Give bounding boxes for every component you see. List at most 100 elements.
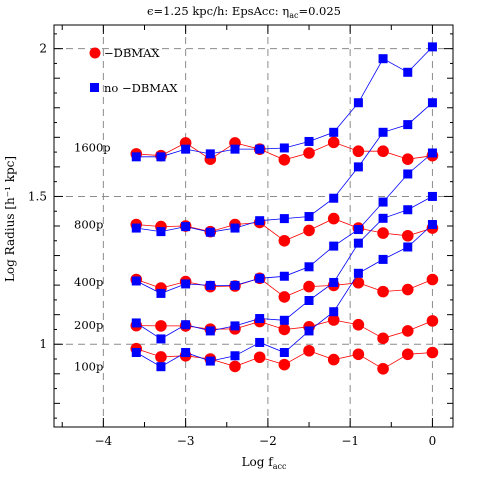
data-point [255, 144, 265, 154]
data-point [377, 145, 389, 158]
data-point [327, 136, 340, 149]
chart-title-tail: =0.025 [298, 4, 341, 18]
x-axis-title-subscript: acc [273, 462, 287, 471]
data-point [181, 144, 191, 154]
data-point [255, 337, 265, 347]
data-point [156, 288, 166, 298]
data-point [401, 283, 414, 296]
data-point [329, 193, 339, 203]
data-point [327, 212, 340, 225]
data-point [278, 291, 291, 303]
data-point [401, 229, 414, 242]
row-labels: 1600p 800p 400p 200p 100p [74, 141, 111, 374]
data-point [205, 280, 215, 290]
data-point [403, 120, 413, 130]
data-point [205, 227, 215, 237]
series-8 [130, 342, 439, 375]
data-point [378, 54, 388, 64]
data-point [255, 273, 265, 283]
row-label: 800p [74, 218, 103, 232]
data-point [427, 191, 437, 201]
series-line [136, 102, 433, 233]
data-point [378, 127, 388, 137]
data-point [304, 295, 314, 305]
data-point [401, 153, 414, 165]
y-axis-title: Log Radius [h⁻¹ kpc] [3, 156, 17, 282]
data-point [327, 353, 340, 366]
data-point [329, 241, 339, 251]
data-point [352, 145, 365, 158]
data-point [353, 268, 363, 278]
data-point [378, 213, 388, 223]
data-point [426, 346, 439, 359]
legend-label-no-dbmax: no −DBMAX [104, 81, 178, 95]
data-point [352, 276, 365, 289]
series-1 [131, 42, 437, 162]
x-tick-label: −2 [259, 434, 277, 448]
data-point [401, 325, 414, 337]
data-point [353, 162, 363, 172]
data-point [403, 242, 413, 252]
x-axis-title-main: Log f [242, 455, 275, 469]
data-point [377, 362, 389, 375]
data-point [278, 153, 291, 166]
data-point [279, 271, 289, 281]
chart-title-main: ϵ=1.25 kpc/h: EpsAcc: η [147, 4, 289, 18]
data-point [181, 348, 191, 358]
data-point [427, 98, 437, 108]
axis-ticks [54, 25, 453, 427]
data-point [304, 326, 314, 336]
tick-labels: −4 −3 −2 −1 0 1 1.5 2 [28, 42, 436, 448]
y-tick-label: 2 [39, 42, 47, 56]
series-3 [131, 98, 437, 237]
data-point [230, 144, 240, 154]
data-point [279, 143, 289, 153]
data-point [230, 351, 240, 361]
data-point [230, 321, 240, 331]
data-point [304, 136, 314, 146]
data-point [353, 238, 363, 248]
data-point [181, 279, 191, 289]
data-point [131, 152, 141, 162]
row-label: 1600p [74, 141, 111, 155]
data-point [131, 348, 141, 358]
data-point [131, 276, 141, 286]
data-point [427, 220, 437, 230]
chart-title-subscript: ac [289, 11, 299, 20]
data-point [329, 307, 339, 317]
data-point [329, 277, 339, 287]
data-point [230, 223, 240, 233]
data-point [205, 149, 215, 159]
data-point [205, 326, 215, 336]
data-point [377, 332, 389, 345]
data-point [303, 280, 315, 293]
data-point [303, 147, 315, 159]
data-point [156, 227, 166, 237]
data-point [378, 197, 388, 207]
data-point [156, 334, 166, 344]
data-point [303, 344, 315, 357]
data-point [329, 127, 339, 137]
data-point [156, 362, 166, 372]
data-point [255, 216, 265, 226]
data-point [378, 254, 388, 264]
data-point [427, 148, 437, 158]
grid-lines [54, 25, 453, 427]
data-point [327, 314, 340, 326]
data-point [377, 285, 389, 298]
x-tick-label: −1 [341, 434, 359, 448]
data-point [278, 358, 291, 371]
data-point [352, 348, 365, 361]
series-5 [131, 148, 437, 298]
data-point [181, 320, 191, 330]
data-point [352, 318, 365, 331]
data-point [181, 222, 191, 232]
data-point [155, 351, 167, 363]
y-tick-label: 1.5 [28, 189, 47, 203]
data-point [279, 315, 289, 325]
data-point [279, 348, 289, 358]
data-point [279, 214, 289, 224]
data-point [403, 205, 413, 215]
data-point [205, 356, 215, 366]
legend: −DBMAX no −DBMAX [89, 46, 178, 95]
